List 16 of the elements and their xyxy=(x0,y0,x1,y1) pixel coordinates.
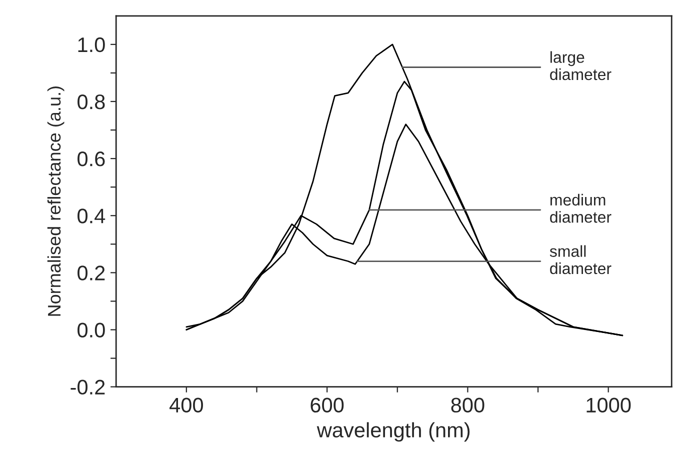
x-tick-label: 400 xyxy=(170,398,203,413)
y-tick-label: 0.6 xyxy=(78,152,105,166)
annotation: medium diameter xyxy=(550,194,612,223)
y-tick-label: 0.4 xyxy=(78,208,106,224)
y-tick-label: 1.0 xyxy=(78,37,105,52)
y-tick-label: 0.2 xyxy=(78,266,105,280)
x-axis-title: wavelength (nm) xyxy=(316,422,470,442)
text: -0.2 xyxy=(70,380,105,395)
y-axis-title: Normalised reflectance (a.u.) xyxy=(47,86,64,316)
x-tick-label: 600 xyxy=(310,398,344,413)
y-tick-label: 0.0 xyxy=(78,322,105,338)
annotation: large diameter xyxy=(550,51,612,80)
y-tick-label: 0.8 xyxy=(78,94,105,110)
x-tick-label: 1000 xyxy=(586,398,631,413)
x-tick-label: 800 xyxy=(451,398,484,413)
annotation: small diameter xyxy=(550,245,612,274)
